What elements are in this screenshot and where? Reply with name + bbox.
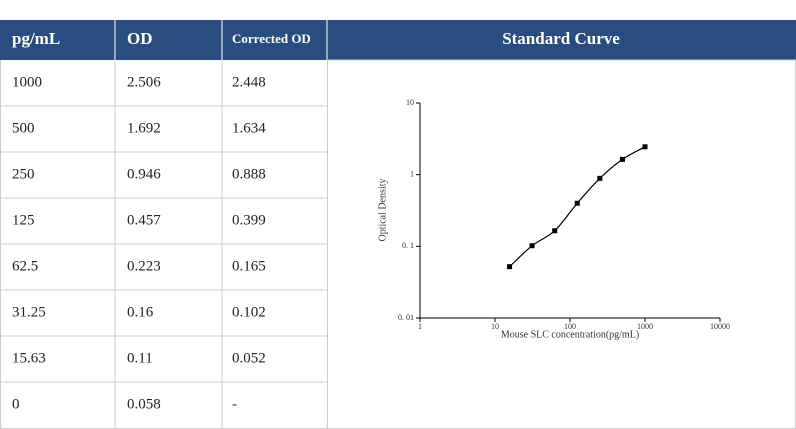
data-point <box>507 264 513 270</box>
table-cell: 15.63 <box>12 350 46 366</box>
data-point <box>574 200 580 206</box>
header-cell: Standard Curve <box>502 29 620 48</box>
table-cell: 1.634 <box>232 120 266 136</box>
y-tick-label: 10 <box>406 98 414 107</box>
table-cell: 1.692 <box>127 120 161 136</box>
header-cell: pg/mL <box>12 29 60 48</box>
chart-cell <box>327 59 796 429</box>
table-cell: 0.102 <box>232 304 266 320</box>
table-cell: 0.16 <box>127 304 154 320</box>
y-tick-label: 1 <box>410 169 414 178</box>
table-cell: 500 <box>12 120 35 136</box>
table-cell: 0 <box>12 396 20 412</box>
y-tick-label: 0. 01 <box>398 313 414 322</box>
x-tick-label: 100 <box>564 322 576 331</box>
table-cell: 31.25 <box>12 304 46 320</box>
table-cell: 250 <box>12 166 35 182</box>
data-point <box>552 228 558 234</box>
table-cell: 0.052 <box>232 350 266 366</box>
x-axis-label: Mouse SLC concentration(pg/mL) <box>501 329 639 340</box>
table-cell: 0.058 <box>127 396 161 412</box>
table-cell: 0.888 <box>232 166 266 182</box>
fit-curve <box>509 146 646 268</box>
x-tick-label: 1 <box>418 322 422 331</box>
table-cell: 62.5 <box>12 258 38 274</box>
header-cell: Corrected OD <box>232 31 311 46</box>
x-tick-label: 10 <box>491 322 499 331</box>
x-tick-label: 1000 <box>637 322 653 331</box>
table-cell: 0.11 <box>127 350 153 366</box>
table-cell: 2.506 <box>127 74 161 90</box>
table-cell: 2.448 <box>232 74 266 90</box>
data-point <box>529 243 535 249</box>
x-tick-label: 10000 <box>710 322 730 331</box>
header-cell: OD <box>127 29 153 48</box>
table-cell: 125 <box>12 212 35 228</box>
table-cell: 0.457 <box>127 212 161 228</box>
y-axis-label: Optical Density <box>377 178 388 241</box>
table-cell: 0.946 <box>127 166 161 182</box>
data-point <box>619 156 625 162</box>
y-tick-label: 0. 1 <box>402 241 414 250</box>
data-point <box>597 175 603 181</box>
table-cell: - <box>232 396 237 412</box>
data-point <box>642 144 648 150</box>
table-cell: 1000 <box>12 74 42 90</box>
table-cell: 0.165 <box>232 258 266 274</box>
header-bar <box>0 20 796 60</box>
table-cell: 0.223 <box>127 258 161 274</box>
table-cell: 0.399 <box>232 212 266 228</box>
